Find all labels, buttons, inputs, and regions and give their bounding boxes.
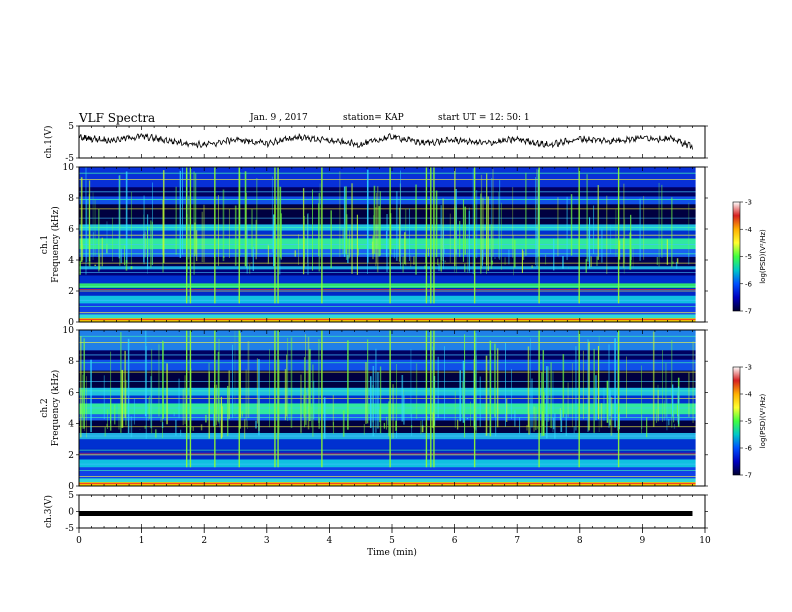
colorbar-label: log(PSD)(V²/Hz)	[759, 393, 767, 448]
y-tick-label: 6	[68, 388, 74, 398]
spectral-band	[79, 238, 705, 250]
y-tick-label: 10	[63, 163, 75, 173]
colorbar-tick-label: -7	[745, 308, 752, 316]
start-time-label: start UT = 12: 50: 1	[438, 113, 530, 123]
colorbar-tick-label: -3	[745, 364, 752, 372]
station-label: station= KAP	[343, 113, 404, 123]
ch2-spec-y-label: ch.2	[40, 398, 50, 417]
spectral-band	[79, 370, 705, 388]
x-tick-label: 1	[139, 536, 145, 546]
y-tick-label: 0	[68, 318, 74, 328]
ch1-spectrogram	[79, 167, 705, 322]
colorbar-gradient	[732, 201, 741, 312]
y-tick-label: 0	[68, 508, 74, 518]
colorbar-label: log(PSD)(V²/Hz)	[759, 229, 767, 284]
x-axis-label: Time (min)	[367, 547, 417, 558]
ch3-y-label: ch.3(V)	[43, 495, 54, 528]
spectral-band	[79, 287, 705, 296]
spectral-band	[79, 230, 705, 239]
spectral-band	[79, 478, 705, 483]
x-tick-label: 3	[264, 536, 270, 546]
colorbar-tick-label: -6	[745, 445, 753, 453]
x-tick-label: 5	[389, 536, 395, 546]
spectral-band	[79, 283, 705, 288]
spectral-band	[79, 196, 705, 205]
colorbar-tick-label: -4	[745, 226, 753, 234]
y-tick-label: -5	[65, 154, 74, 164]
spectral-band	[79, 167, 705, 188]
chart-title: VLF Spectra	[79, 111, 156, 125]
spectral-band	[79, 448, 705, 460]
spectral-band	[79, 204, 705, 225]
spectral-band	[79, 395, 705, 404]
colorbar-tick-label: -7	[745, 472, 752, 480]
ch1-waveform-line	[78, 133, 693, 150]
ch2-frequency-label: Frequency (kHz)	[50, 370, 61, 447]
y-tick-label: 2	[68, 451, 74, 461]
ch1-spec-y-label: ch.1	[40, 235, 50, 254]
ch1-waveform-panel	[78, 133, 693, 150]
colorbar-ch2: -3 -4 -5 -6 -7 log(PSD)(V²/Hz)	[732, 364, 767, 480]
y-tick-label: 10	[63, 326, 75, 336]
spectral-band	[79, 387, 705, 396]
y-tick-label: 5	[68, 122, 74, 132]
spectral-band	[79, 249, 705, 257]
y-tick-label: 0	[68, 482, 74, 492]
spectral-band	[79, 439, 705, 449]
colorbar-tick-label: -4	[745, 391, 753, 399]
spectral-band	[79, 314, 705, 319]
y-tick-label: 2	[68, 287, 74, 297]
no-data-region	[695, 330, 705, 486]
colorbar-tick-label: -6	[745, 280, 753, 288]
ch2-spectrogram	[79, 330, 705, 486]
spectral-band	[79, 275, 705, 284]
x-tick-label: 9	[640, 536, 646, 546]
y-tick-label: 5	[68, 491, 74, 501]
spectral-band	[79, 459, 705, 468]
x-tick-label: 10	[699, 536, 711, 546]
spectral-band	[79, 256, 705, 267]
x-tick-label: 2	[201, 536, 207, 546]
x-tick-label: 6	[452, 536, 458, 546]
colorbar-tick-label: -5	[745, 418, 752, 426]
colorbar-gradient	[732, 366, 741, 476]
colorbar-ch1: -3 -4 -5 -6 -7 log(PSD)(V²/Hz)	[732, 199, 767, 316]
colorbar-tick-label: -3	[745, 199, 752, 207]
x-tick-label: 0	[76, 536, 82, 546]
no-data-region	[695, 167, 705, 322]
x-tick-label: 7	[514, 536, 520, 546]
spectral-band	[79, 303, 705, 315]
spectral-band	[79, 266, 705, 270]
colorbar-tick-label: -5	[745, 253, 752, 261]
spectral-band	[79, 403, 705, 415]
spectral-band	[79, 359, 705, 371]
y-tick-label: 6	[68, 225, 74, 235]
y-tick-label: 8	[68, 357, 74, 367]
ch1-y-label: ch.1(V)	[43, 126, 54, 159]
x-tick-label: 4	[327, 536, 333, 546]
x-tick-label: 8	[577, 536, 583, 546]
ch1-frequency-label: Frequency (kHz)	[50, 206, 61, 283]
spectral-band	[79, 467, 705, 479]
y-tick-label: 4	[68, 420, 74, 430]
date-label: Jan. 9 , 2017	[250, 113, 308, 123]
y-tick-label: 4	[68, 256, 74, 266]
spectral-band	[79, 330, 705, 351]
y-tick-label: -5	[65, 524, 74, 534]
spectral-band	[79, 295, 705, 304]
y-tick-label: 8	[68, 194, 74, 204]
